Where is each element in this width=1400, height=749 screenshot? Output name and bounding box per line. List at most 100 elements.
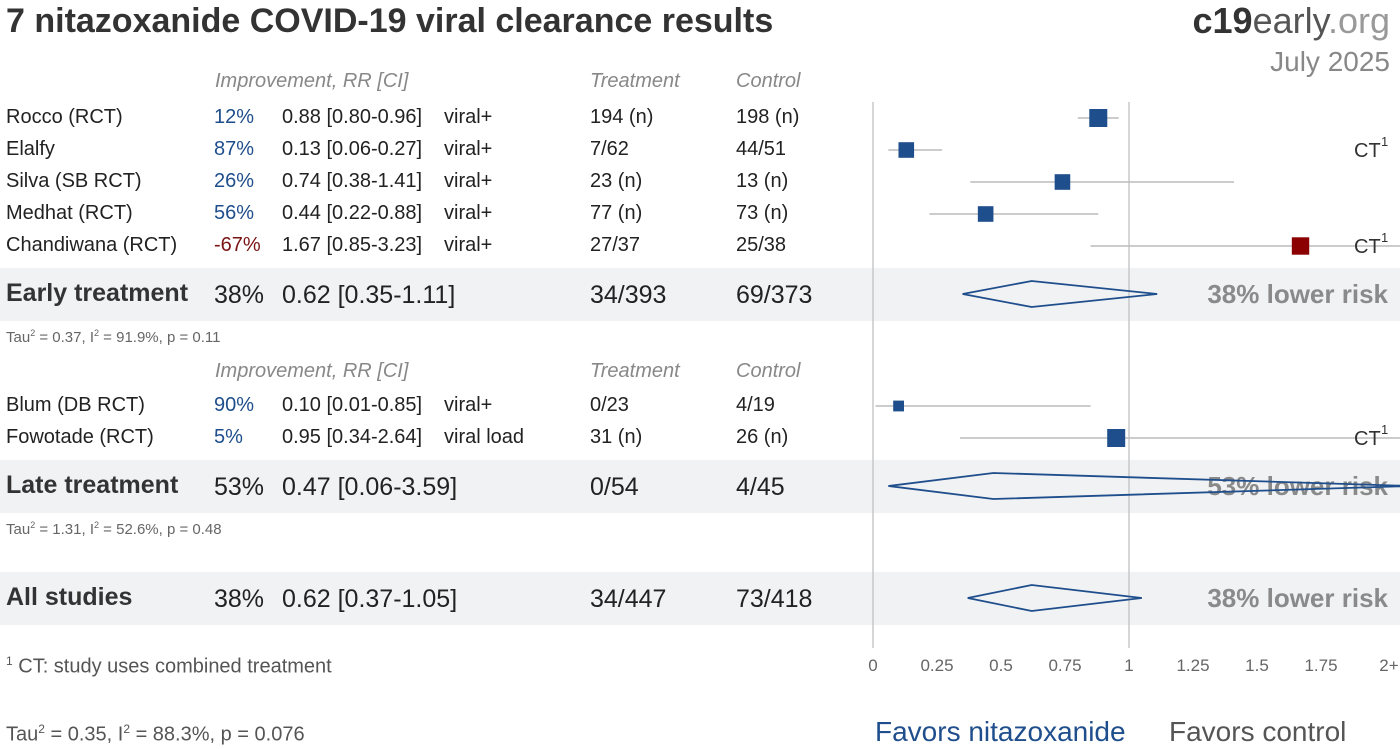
early-row-2-rr-ci: 0.74 [0.38-1.41] (282, 170, 423, 192)
all-summary-treatment: 34/447 (590, 585, 667, 613)
header-treatment-2: Treatment (590, 360, 680, 382)
early-row-2-control: 13 (n) (736, 170, 789, 192)
early-summary-control: 69/373 (736, 281, 813, 309)
early-summary-rr: 0.62 [0.35-1.11] (282, 281, 456, 309)
early-point-marker (1054, 174, 1071, 190)
early-ct-label: CT (1354, 140, 1381, 162)
late-row-1-improvement: 5% (214, 426, 243, 448)
late-summary-control: 4/45 (736, 473, 785, 501)
date-label: July 2025 (1270, 46, 1390, 77)
all-summary-control: 73/418 (736, 585, 813, 613)
early-row-4-rr-ci: 1.67 [0.85-3.23] (282, 234, 423, 256)
brand-logo: c19early.org (1192, 0, 1390, 41)
late-summary-band (0, 460, 1400, 513)
early-summary-band (0, 268, 1400, 321)
late-row-0-improvement: 90% (214, 394, 255, 416)
early-row-0-outcome: viral+ (444, 106, 493, 128)
early-row-4-improvement: -67% (214, 234, 261, 256)
x-tick-label: 0 (868, 656, 877, 675)
header-control: Control (736, 70, 801, 92)
early-row-3-treatment: 77 (n) (590, 202, 643, 224)
late-row-0-control: 4/19 (736, 394, 775, 416)
early-row-0-treatment: 194 (n) (590, 106, 654, 128)
late-row-1-outcome: viral load (444, 426, 525, 448)
header-control-2: Control (736, 360, 801, 382)
early-summary-diamond (962, 280, 1158, 308)
early-row-0-improvement: 12% (214, 106, 255, 128)
early-row-2-name: Silva (SB RCT) (6, 170, 142, 192)
early-summary-treatment: 34/393 (590, 281, 667, 309)
favors-control-label: Favors control (1169, 716, 1347, 747)
early-row-1-improvement: 87% (214, 138, 255, 160)
early-row-1-rr-ci: 0.13 [0.06-0.27] (282, 138, 423, 160)
late-summary-improvement: 53% (214, 473, 265, 501)
early-row-0-name: Rocco (RCT) (6, 106, 123, 128)
early-point-marker (977, 206, 994, 222)
late-heterogeneity: Tau2 = 1.31, I2 = 52.6%, p = 0.48 (6, 520, 222, 538)
all-summary-risk: 38% lower risk (1207, 583, 1388, 613)
all-summary-diamond (967, 584, 1142, 612)
early-row-2-outcome: viral+ (444, 170, 493, 192)
late-row-1-treatment: 31 (n) (590, 426, 643, 448)
early-row-3-rr-ci: 0.44 [0.22-0.88] (282, 202, 423, 224)
late-row-0-rr-ci: 0.10 [0.01-0.85] (282, 394, 423, 416)
x-tick-label: 0.75 (1048, 656, 1081, 675)
late-point-marker (893, 400, 904, 412)
early-row-4-name: Chandiwana (RCT) (6, 234, 178, 256)
early-row-4-outcome: viral+ (444, 234, 493, 256)
all-summary-improvement: 38% (214, 585, 265, 613)
early-point-marker (1089, 109, 1108, 127)
x-tick-label: 1.75 (1304, 656, 1337, 675)
early-row-3-control: 73 (n) (736, 202, 789, 224)
x-tick-label: 1 (1124, 656, 1133, 675)
header-improvement: Improvement, RR [CI] (215, 70, 409, 92)
x-tick-label: 0.5 (989, 656, 1013, 675)
early-row-0-rr-ci: 0.88 [0.80-0.96] (282, 106, 423, 128)
early-row-3-outcome: viral+ (444, 202, 493, 224)
late-summary-rr: 0.47 [0.06-3.59] (282, 473, 458, 501)
late-summary-treatment: 0/54 (590, 473, 639, 501)
late-summary-diamond (888, 472, 1400, 500)
early-row-4-control: 25/38 (736, 234, 787, 256)
late-summary-name: Late treatment (6, 471, 179, 499)
header-treatment: Treatment (590, 70, 680, 92)
late-row-1-rr-ci: 0.95 [0.34-2.64] (282, 426, 423, 448)
late-ct-label: CT (1354, 428, 1381, 450)
late-row-1-control: 26 (n) (736, 426, 789, 448)
early-row-1-control: 44/51 (736, 138, 787, 160)
x-tick-label: 1.25 (1176, 656, 1209, 675)
early-row-1-outcome: viral+ (444, 138, 493, 160)
early-ct-label: CT (1354, 236, 1381, 258)
early-row-4-treatment: 27/37 (590, 234, 641, 256)
late-ct-footnote-mark: 1 (1381, 422, 1388, 437)
page-title: 7 nitazoxanide COVID-19 viral clearance … (6, 2, 774, 40)
early-point-marker (1291, 237, 1310, 255)
early-row-1-treatment: 7/62 (590, 138, 629, 160)
early-row-3-name: Medhat (RCT) (6, 202, 133, 224)
late-row-1-name: Fowotade (RCT) (6, 426, 154, 448)
early-summary-name: Early treatment (6, 279, 189, 307)
favors-treatment-label: Favors nitazoxanide (875, 716, 1126, 747)
early-summary-risk: 38% lower risk (1207, 279, 1388, 309)
all-summary-band (0, 572, 1400, 625)
early-ct-footnote-mark: 1 (1381, 230, 1388, 245)
late-point-marker (1107, 429, 1126, 447)
all-summary-name: All studies (6, 583, 133, 611)
header-improvement-2: Improvement, RR [CI] (215, 360, 409, 382)
late-row-0-name: Blum (DB RCT) (6, 394, 145, 416)
early-row-2-improvement: 26% (214, 170, 255, 192)
early-summary-improvement: 38% (214, 281, 265, 309)
late-row-0-outcome: viral+ (444, 394, 493, 416)
early-ct-footnote-mark: 1 (1381, 134, 1388, 149)
early-row-0-control: 198 (n) (736, 106, 800, 128)
footnote: 1 CT: study uses combined treatment (6, 654, 332, 678)
early-row-2-treatment: 23 (n) (590, 170, 643, 192)
all-summary-rr: 0.62 [0.37-1.05] (282, 585, 458, 613)
late-summary-risk: 53% lower risk (1207, 471, 1388, 501)
overall-heterogeneity: Tau2 = 0.35, I2 = 88.3%, p = 0.076 (6, 722, 305, 746)
early-row-1-name: Elalfy (6, 138, 55, 160)
late-row-0-treatment: 0/23 (590, 394, 629, 416)
x-tick-label: 0.25 (920, 656, 953, 675)
early-point-marker (898, 142, 915, 158)
